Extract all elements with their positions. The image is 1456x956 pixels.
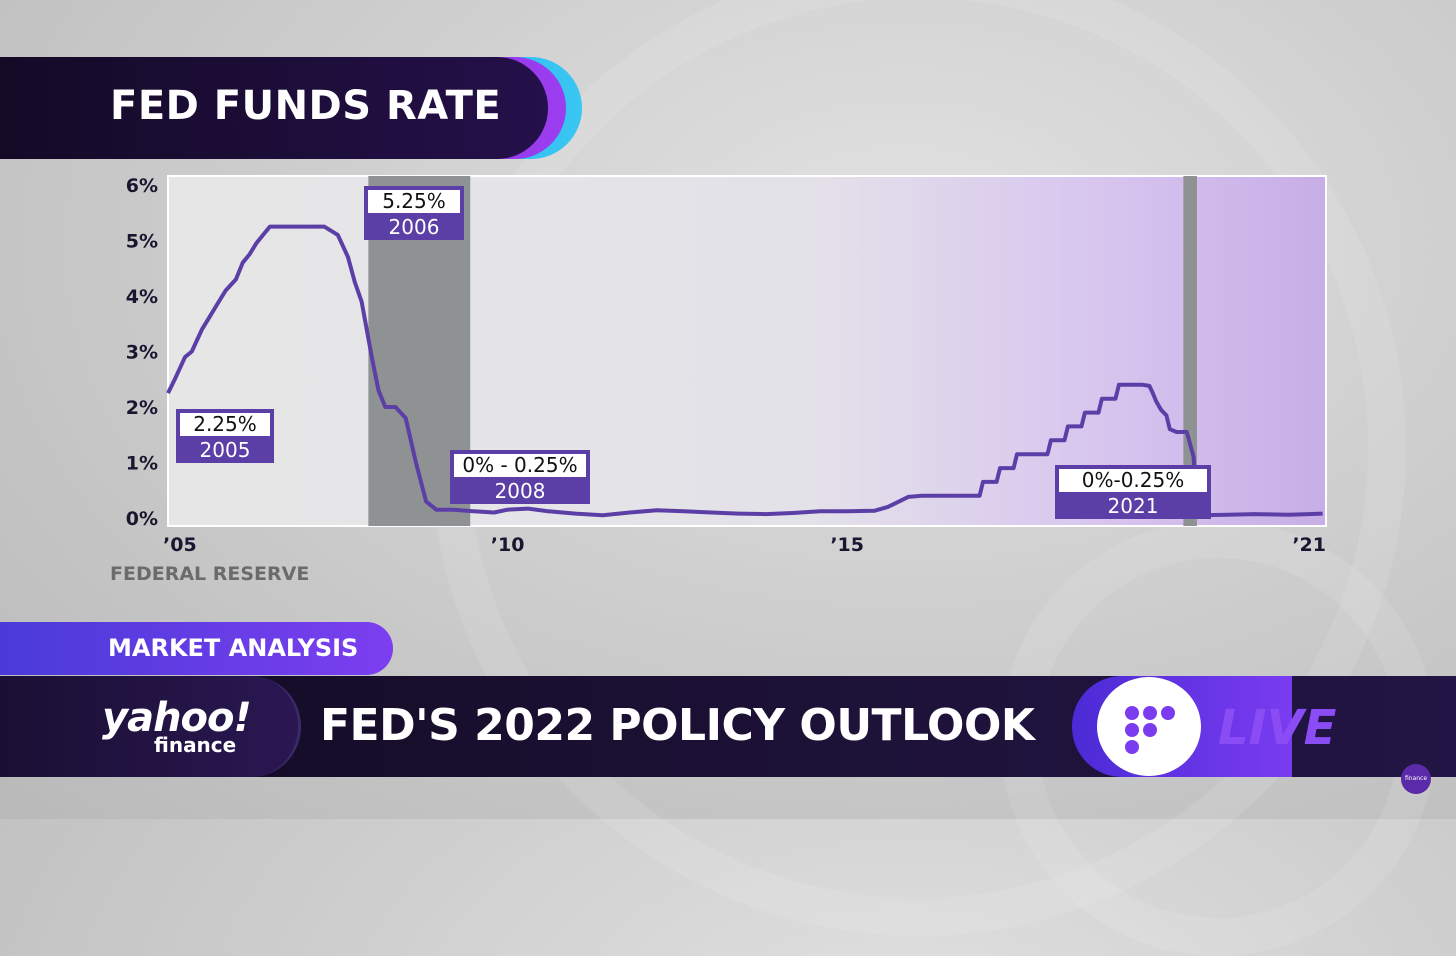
rate-series-line	[166, 224, 1323, 518]
callout-value: 5.25%	[382, 189, 446, 213]
x-tick-label: ’05	[163, 534, 197, 556]
callout-year: 2008	[495, 479, 546, 503]
y-tick-label: 0%	[126, 508, 158, 530]
callout-label: 0%-0.25%2021	[1055, 465, 1211, 519]
fed-funds-rate-chart: 0% 1% 2% 3% 4% 5% 6% ’05 ’10 ’15 ’21 2.25%2005 5.2…	[126, 175, 1327, 556]
market-tag-label: MARKET ANALYSIS	[108, 634, 359, 662]
callout-year: 2021	[1108, 494, 1159, 518]
y-tick-label: 6%	[126, 175, 158, 197]
callout-value: 2.25%	[193, 412, 257, 436]
live-label: LIVE	[1218, 700, 1337, 756]
channel-badge: finance	[1401, 764, 1431, 794]
x-tick-label: ’10	[491, 534, 525, 556]
callout-label: 5.25%2006	[364, 186, 464, 240]
logo-panel	[0, 676, 301, 777]
callout-label: 0% - 0.25%2008	[450, 450, 590, 504]
title-banner: FED FUNDS RATE	[0, 57, 582, 159]
yahoo-logo: yahoo!	[102, 695, 252, 741]
market-analysis-tag: MARKET ANALYSIS	[0, 622, 393, 675]
callout-label: 2.25%2005	[176, 409, 274, 463]
callout-year: 2005	[200, 438, 251, 462]
finance-logo: finance	[154, 733, 237, 757]
chart-title: FED FUNDS RATE	[110, 83, 502, 129]
x-tick-label: ’21	[1292, 534, 1326, 556]
callout-value: 0% - 0.25%	[462, 453, 577, 477]
headline: FED'S 2022 POLICY OUTLOOK	[320, 700, 1035, 751]
callout-year: 2006	[389, 215, 440, 239]
y-tick-label: 5%	[126, 231, 158, 253]
live-logo-circle	[1097, 677, 1201, 776]
source-label: FEDERAL RESERVE	[110, 563, 310, 585]
y-tick-label: 4%	[126, 286, 158, 308]
dots-logo-icon	[1125, 706, 1175, 754]
y-tick-label: 3%	[126, 342, 158, 364]
x-tick-label: ’15	[830, 534, 864, 556]
y-tick-label: 1%	[126, 453, 158, 475]
y-tick-label: 2%	[126, 397, 158, 419]
callout-value: 0%-0.25%	[1082, 468, 1184, 492]
